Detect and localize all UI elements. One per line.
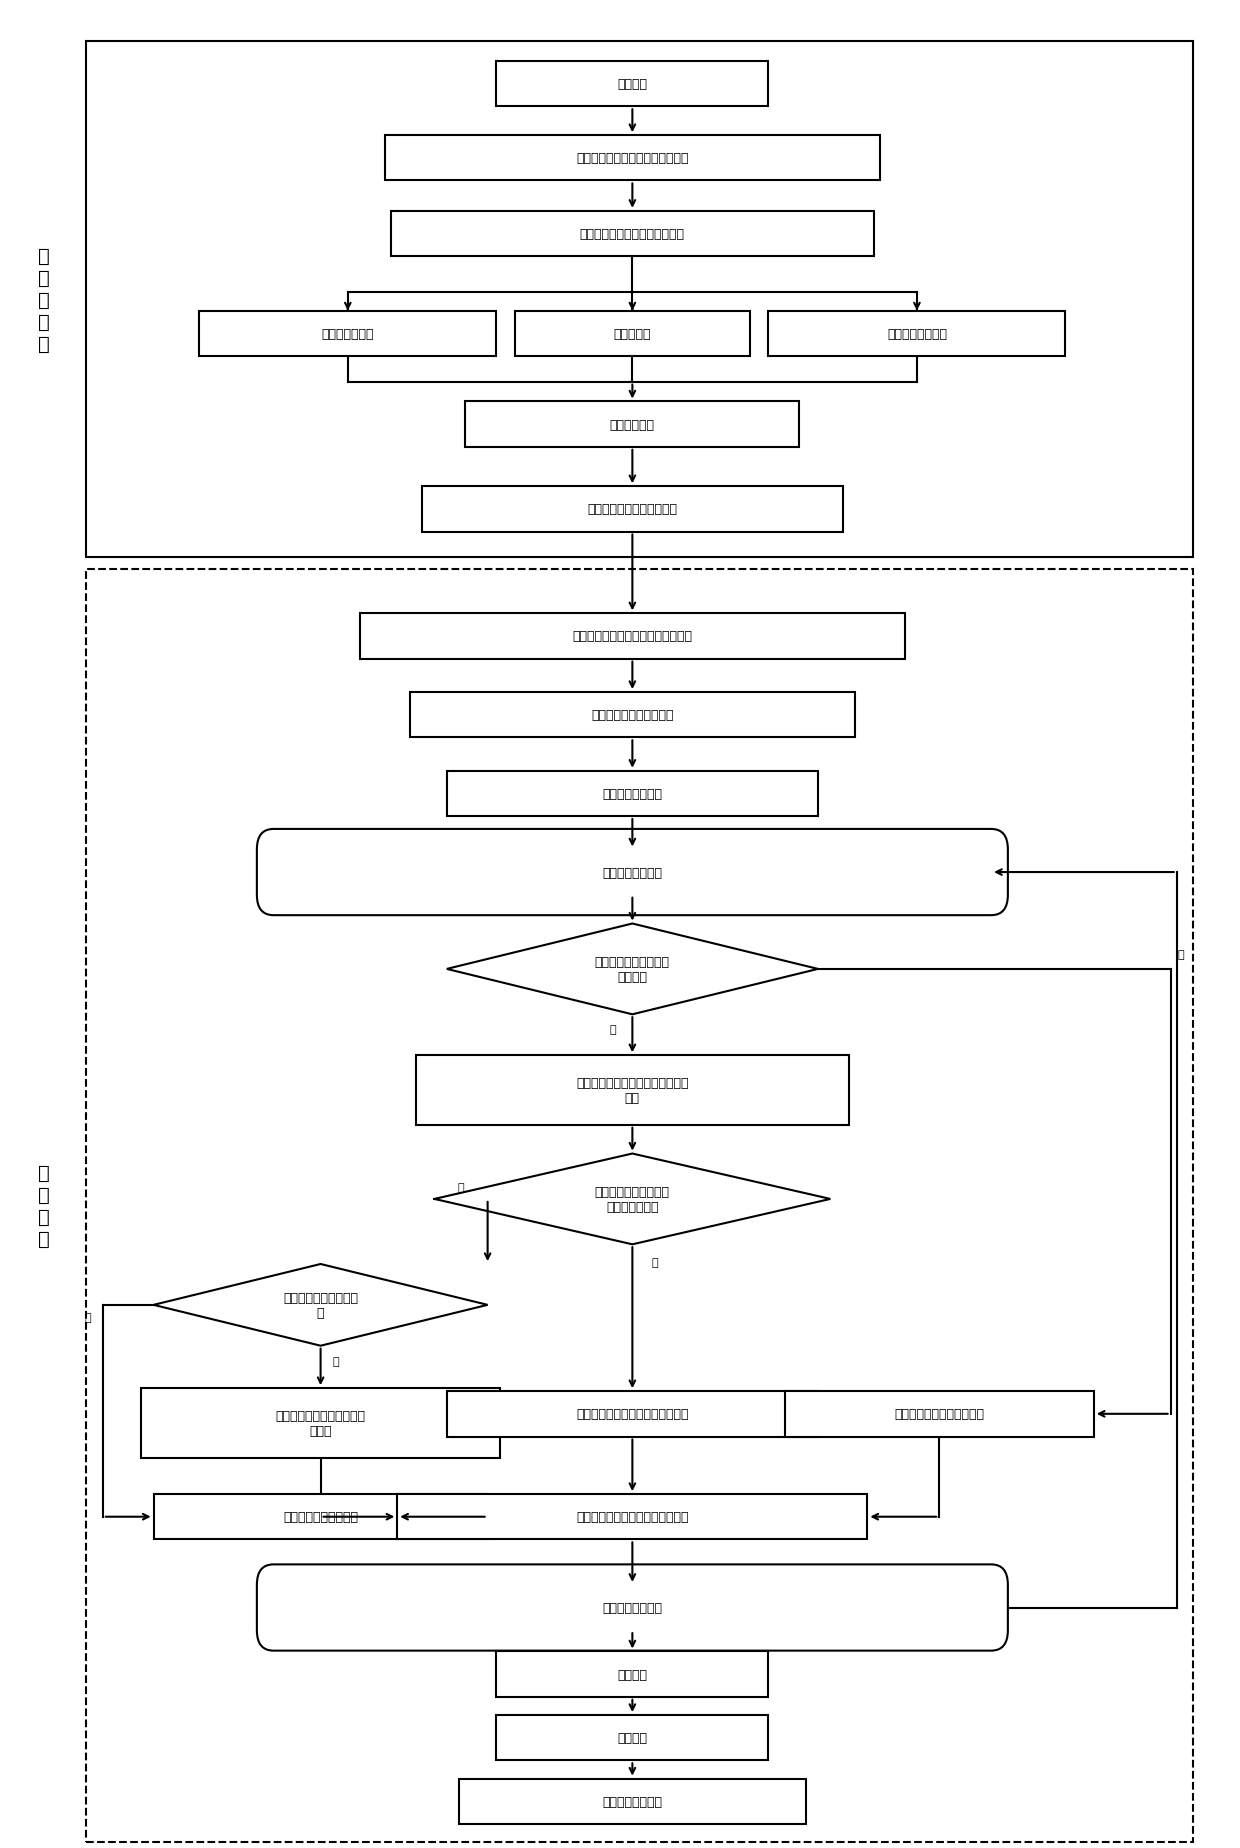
FancyBboxPatch shape xyxy=(459,1778,806,1824)
Text: 库位分派结果导出: 库位分派结果导出 xyxy=(603,1794,662,1807)
FancyBboxPatch shape xyxy=(141,1388,500,1458)
Text: 否: 否 xyxy=(1177,950,1184,959)
Text: 规划货架停放位置，并编号: 规划货架停放位置，并编号 xyxy=(588,503,677,516)
FancyBboxPatch shape xyxy=(391,213,874,257)
FancyBboxPatch shape xyxy=(200,312,496,357)
FancyBboxPatch shape xyxy=(496,61,769,107)
Text: 循环处理每组货物: 循环处理每组货物 xyxy=(603,1600,662,1613)
Text: 是: 是 xyxy=(458,1183,464,1192)
Polygon shape xyxy=(434,1153,831,1246)
Text: 当前货架是否有剩余库
位: 当前货架是否有剩余库 位 xyxy=(283,1292,358,1319)
Text: 相邻货架选择空余库位: 相邻货架选择空余库位 xyxy=(283,1510,358,1523)
FancyBboxPatch shape xyxy=(257,830,1008,915)
Text: 多项会计: 多项会计 xyxy=(618,1732,647,1745)
Text: 否: 否 xyxy=(84,1312,92,1321)
FancyBboxPatch shape xyxy=(86,569,1193,1842)
FancyBboxPatch shape xyxy=(465,403,800,447)
Text: 循环处理每组货物: 循环处理每组货物 xyxy=(603,867,662,880)
Text: 计划初始: 计划初始 xyxy=(618,78,647,91)
Text: 空间面积分配: 空间面积分配 xyxy=(610,418,655,431)
FancyBboxPatch shape xyxy=(397,1495,868,1539)
Text: 货物属性数据化: 货物属性数据化 xyxy=(321,327,374,340)
Text: 历史入库数据分析: 历史入库数据分析 xyxy=(887,327,947,340)
FancyBboxPatch shape xyxy=(154,1495,487,1539)
FancyBboxPatch shape xyxy=(257,1565,1008,1650)
Text: 标记剩余空间，至于可用空间集合: 标记剩余空间，至于可用空间集合 xyxy=(577,1408,688,1421)
FancyBboxPatch shape xyxy=(360,614,904,660)
FancyBboxPatch shape xyxy=(446,1392,818,1436)
FancyBboxPatch shape xyxy=(409,693,856,737)
Text: 优化选择货架库位进行分配: 优化选择货架库位进行分配 xyxy=(894,1408,985,1421)
Polygon shape xyxy=(154,1264,487,1345)
Text: 处理完成当前货物，库位信息更新: 处理完成当前货物，库位信息更新 xyxy=(577,1510,688,1523)
FancyBboxPatch shape xyxy=(769,312,1065,357)
Text: 是: 是 xyxy=(609,1026,616,1035)
Text: 计算历史订单的特征向量: 计算历史订单的特征向量 xyxy=(591,710,673,723)
Text: 记录货架的存货情况和在库货物信息: 记录货架的存货情况和在库货物信息 xyxy=(573,630,692,643)
FancyBboxPatch shape xyxy=(496,1652,769,1696)
Text: 将所有在库货物的库位至于一个货
架上: 将所有在库货物的库位至于一个货 架上 xyxy=(577,1076,688,1105)
Text: 否: 否 xyxy=(651,1258,658,1268)
Text: 优
化
系
统: 优 化 系 统 xyxy=(37,1164,50,1249)
FancyBboxPatch shape xyxy=(496,1715,769,1761)
FancyBboxPatch shape xyxy=(446,771,818,817)
FancyBboxPatch shape xyxy=(785,1392,1094,1436)
FancyBboxPatch shape xyxy=(384,137,880,181)
Text: 是: 是 xyxy=(332,1356,339,1366)
Text: 经验数字化: 经验数字化 xyxy=(614,327,651,340)
Text: 大
数
据
平
台: 大 数 据 平 台 xyxy=(37,246,50,353)
Polygon shape xyxy=(446,924,818,1015)
Text: 节假日、季节更替入库订单预测: 节假日、季节更替入库订单预测 xyxy=(580,227,684,240)
FancyBboxPatch shape xyxy=(415,1055,849,1125)
Text: 当前组的货物是否存在
在库货物: 当前组的货物是否存在 在库货物 xyxy=(595,955,670,983)
FancyBboxPatch shape xyxy=(515,312,750,357)
FancyBboxPatch shape xyxy=(422,486,843,532)
Text: 当前组是否仍有未分配
空间的货物种类: 当前组是否仍有未分配 空间的货物种类 xyxy=(595,1185,670,1214)
FancyBboxPatch shape xyxy=(86,43,1193,558)
Text: 选择当前货架的空余库位进
行分配: 选择当前货架的空余库位进 行分配 xyxy=(275,1410,366,1438)
Text: 手动调整: 手动调整 xyxy=(618,1667,647,1680)
Text: 算法进行优化分组: 算法进行优化分组 xyxy=(603,787,662,800)
Text: 历史订单导入，订单业务数据分析: 历史订单导入，订单业务数据分析 xyxy=(577,152,688,164)
